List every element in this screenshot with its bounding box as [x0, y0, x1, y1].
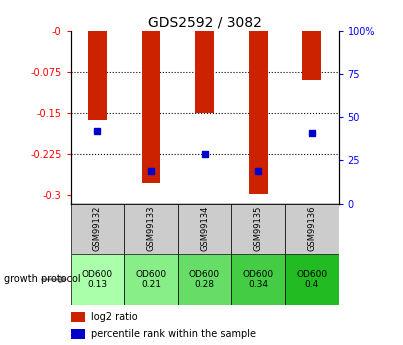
Bar [178, 254, 231, 305]
Bar [285, 254, 339, 305]
Bar [231, 204, 285, 254]
Bar [249, 31, 268, 194]
Bar [141, 31, 160, 183]
Bar [178, 204, 231, 254]
Text: log2 ratio: log2 ratio [91, 312, 138, 322]
Bar [71, 204, 124, 254]
Bar [124, 204, 178, 254]
Text: growth protocol: growth protocol [4, 275, 81, 284]
Text: GSM99132: GSM99132 [93, 206, 102, 251]
Title: GDS2592 / 3082: GDS2592 / 3082 [147, 16, 262, 30]
Bar [285, 204, 339, 254]
Text: GSM99136: GSM99136 [307, 206, 316, 251]
Text: GSM99134: GSM99134 [200, 206, 209, 251]
Text: OD600
0.13: OD600 0.13 [82, 270, 113, 289]
Text: OD600
0.21: OD600 0.21 [135, 270, 166, 289]
Bar [71, 329, 85, 339]
Bar [302, 31, 321, 80]
Bar [231, 254, 285, 305]
Text: OD600
0.28: OD600 0.28 [189, 270, 220, 289]
Bar [124, 254, 178, 305]
Text: OD600
0.34: OD600 0.34 [243, 270, 274, 289]
Bar [71, 254, 124, 305]
Text: GSM99133: GSM99133 [146, 206, 156, 251]
Bar [71, 312, 85, 322]
Bar [195, 31, 214, 113]
Text: OD600
0.4: OD600 0.4 [296, 270, 327, 289]
Text: GSM99135: GSM99135 [253, 206, 263, 251]
Bar [88, 31, 107, 120]
Text: percentile rank within the sample: percentile rank within the sample [91, 329, 256, 339]
